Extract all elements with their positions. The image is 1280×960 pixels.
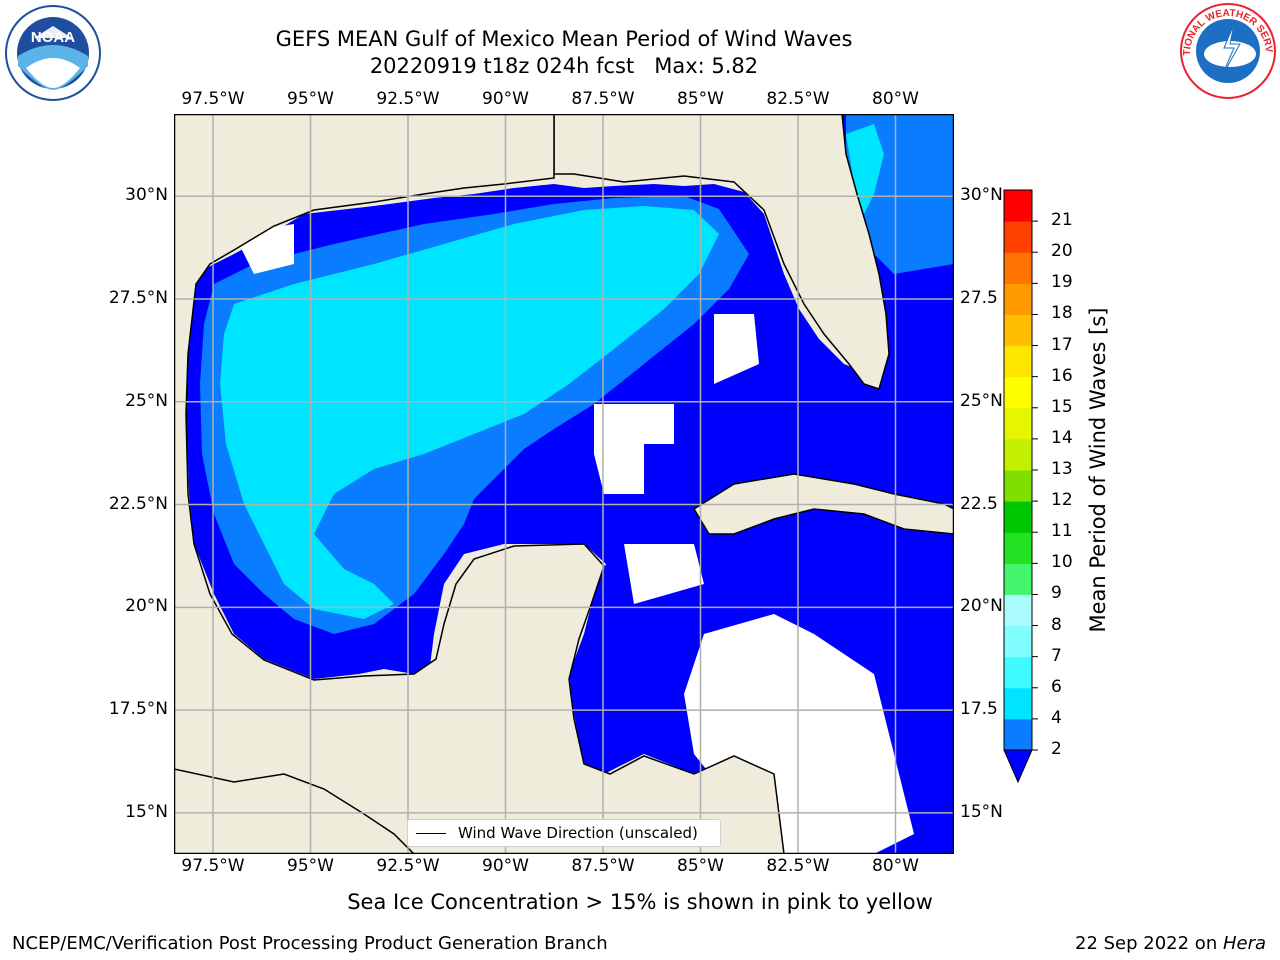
top-lon-label: 90°W: [482, 89, 529, 109]
colorbar-segment: [1004, 470, 1032, 502]
colorbar-segment: [1004, 283, 1032, 315]
top-lon-label: 82.5°W: [766, 89, 830, 109]
colorbar-segment: [1004, 718, 1032, 751]
sea-ice-note: Sea Ice Concentration > 15% is shown in …: [347, 890, 933, 914]
left-lat-label: 30°N: [125, 185, 168, 206]
colorbar-segment: [1004, 532, 1032, 564]
bottom-lon-label: 95°W: [287, 856, 334, 876]
right-lat-label: 22.5: [960, 493, 998, 514]
colorbar-tick-label: 11: [1051, 521, 1073, 542]
colorbar-extend-arrow: [1003, 749, 1033, 784]
left-lat-label: 25°N: [125, 390, 168, 411]
graticule: [174, 114, 954, 854]
right-lat-label: 20°N: [960, 596, 1003, 617]
colorbar-segment: [1004, 563, 1032, 595]
footer-right-date: 22 Sep 2022 on Hera: [1075, 933, 1266, 954]
colorbar-tick-label: 2: [1051, 739, 1062, 759]
map-panel: [173, 113, 955, 855]
colorbar-tick-label: 6: [1051, 676, 1062, 697]
colorbar-tick-label: 12: [1051, 490, 1073, 511]
wave-zone-4s: [220, 206, 719, 619]
colorbar-tick-label: 4: [1051, 707, 1062, 728]
colorbar: [1000, 186, 1040, 786]
legend-label: Wind Wave Direction (unscaled): [458, 824, 698, 842]
chart-title-line2: 20220919 t18z 024h fcst Max: 5.82: [369, 54, 759, 78]
colorbar-segment: [1004, 345, 1032, 378]
colorbar-segment: [1004, 625, 1032, 658]
right-lat-label: 15°N: [960, 801, 1003, 822]
colorbar-tick-label: 13: [1051, 459, 1073, 479]
footer-left-credit: NCEP/EMC/Verification Post Processing Pr…: [12, 933, 608, 954]
nodata-patch: [594, 404, 674, 494]
top-lon-label: 87.5°W: [571, 89, 635, 109]
top-lon-label: 80°W: [872, 89, 919, 109]
wave-zone-florida-east-light: [846, 124, 884, 214]
noaa-logo: NOAA: [4, 4, 102, 102]
right-lat-label: 30°N: [960, 185, 1003, 206]
colorbar-segment: [1004, 252, 1032, 284]
colorbar-tick-label: 8: [1051, 614, 1062, 635]
left-lat-label: 22.5°N: [108, 493, 168, 514]
top-lon-label: 97.5°W: [181, 89, 245, 109]
left-lat-label: 27.5°N: [108, 288, 168, 308]
bottom-lon-label: 80°W: [872, 856, 919, 876]
top-lon-label: 95°W: [287, 89, 334, 109]
colorbar-segment: [1004, 314, 1032, 347]
colorbar-segment: [1004, 376, 1032, 409]
colorbar-tick-label: 20: [1051, 241, 1073, 262]
colorbar-title: Mean Period of Wind Waves [s]: [1086, 307, 1110, 633]
top-lon-label: 92.5°W: [376, 89, 440, 109]
bottom-lon-label: 87.5°W: [571, 856, 635, 876]
bottom-lon-label: 92.5°W: [376, 856, 440, 876]
nodata-patch: [624, 544, 704, 604]
map-canvas: [173, 113, 955, 855]
right-lat-label: 27.5: [960, 288, 998, 308]
colorbar-tick-label: 9: [1051, 583, 1062, 604]
colorbar-segment: [1004, 594, 1032, 627]
land-florida: [553, 113, 890, 390]
colorbar-segment: [1004, 407, 1032, 440]
bottom-lon-label: 97.5°W: [181, 856, 245, 876]
colorbar-tick-label: 10: [1051, 552, 1073, 573]
nws-logo: NATIONAL WEATHER SERVICE: [1174, 0, 1278, 100]
colorbar-segment: [1004, 221, 1032, 253]
map-frame: [173, 113, 955, 855]
footer-date: 22 Sep 2022 on: [1075, 933, 1223, 954]
colorbar-segment: [1004, 190, 1032, 222]
colorbar-segment: [1004, 438, 1032, 471]
right-lat-label: 25°N: [960, 390, 1003, 411]
left-lat-label: 15°N: [125, 801, 168, 822]
colorbar-tick-label: 18: [1051, 303, 1073, 324]
vector-legend: Wind Wave Direction (unscaled): [407, 819, 721, 847]
colorbar-segment: [1004, 656, 1032, 689]
footer-host: Hera: [1222, 933, 1266, 954]
colorbar-segment: [1004, 501, 1032, 533]
bottom-lon-label: 90°W: [482, 856, 529, 876]
left-lat-label: 17.5°N: [108, 699, 168, 720]
colorbar-tick-label: 21: [1051, 210, 1073, 231]
colorbar-tick-label: 7: [1051, 645, 1062, 666]
colorbar-tick-label: 14: [1051, 427, 1073, 448]
colorbar-tick-label: 19: [1051, 272, 1073, 293]
bottom-lon-label: 82.5°W: [766, 856, 830, 876]
chart-title-line1: GEFS MEAN Gulf of Mexico Mean Period of …: [275, 27, 853, 51]
bottom-lon-label: 85°W: [677, 856, 724, 876]
land-mexico-north: [173, 113, 785, 855]
nodata-patch: [714, 314, 759, 384]
colorbar-tick-label: 17: [1051, 334, 1073, 355]
colorbar-tick-label: 16: [1051, 365, 1073, 386]
legend-line-swatch: [416, 832, 446, 834]
noaa-logo-text: NOAA: [31, 29, 75, 46]
left-lat-label: 20°N: [125, 596, 168, 617]
colorbar-segment: [1004, 687, 1032, 720]
colorbar-tick-label: 15: [1051, 396, 1073, 417]
top-lon-label: 85°W: [677, 89, 724, 109]
right-lat-label: 17.5: [960, 699, 998, 720]
